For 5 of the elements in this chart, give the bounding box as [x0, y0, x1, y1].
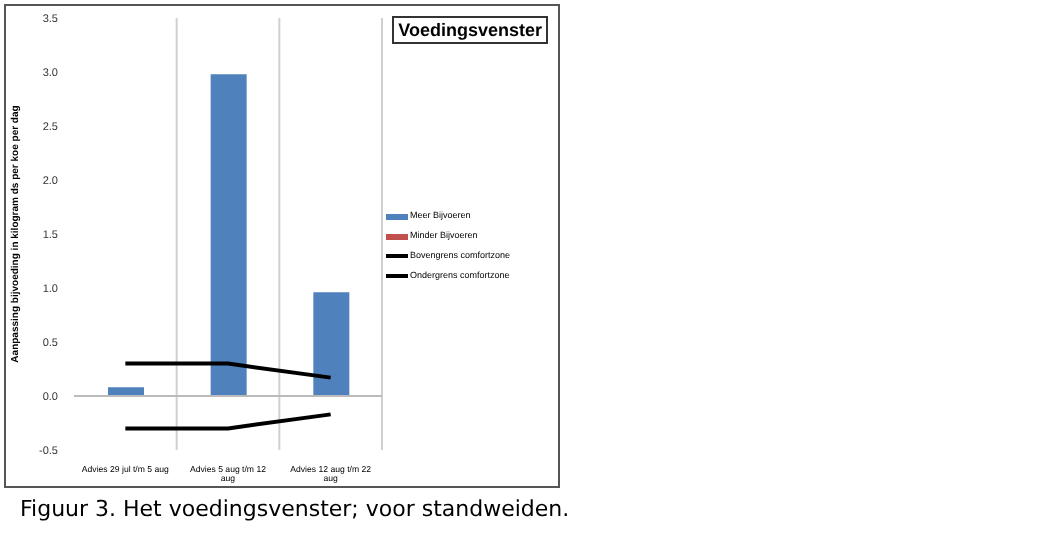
text: Voedingsvenster [392, 16, 548, 44]
bar [210, 74, 247, 396]
text: Figuur 3. Het voedingsvenster; voor standweiden. [20, 496, 570, 522]
bar [108, 387, 144, 396]
bar [313, 292, 350, 396]
